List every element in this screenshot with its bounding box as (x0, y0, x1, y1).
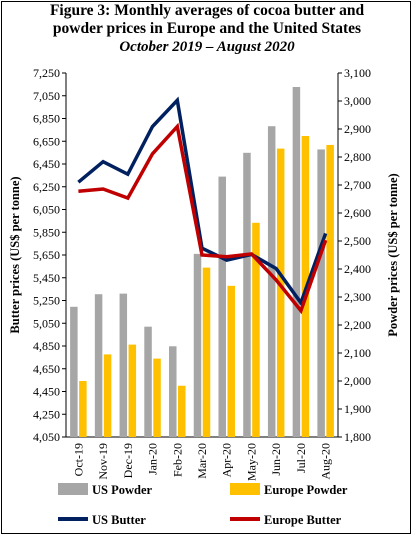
right-tick-label: 2,200 (344, 318, 371, 332)
legend-swatch-us-powder (58, 483, 88, 495)
left-tick-label: 6,450 (33, 157, 60, 171)
x-tick-label: Aug-20 (319, 443, 333, 480)
right-tick-label: 3,100 (344, 66, 371, 80)
x-tick-label: Mar-20 (195, 443, 209, 479)
right-tick-label: 2,600 (344, 206, 371, 220)
legend-swatch-europe-powder (230, 483, 260, 495)
chart-title-block: Figure 3: Monthly averages of cocoa butt… (0, 2, 414, 56)
left-tick-label: 6,050 (33, 203, 60, 217)
bar-europe-powder (79, 381, 87, 437)
x-tick-label: Jun-20 (269, 443, 283, 476)
line-us-butter (77, 96, 328, 307)
legend-label-us-butter: US Butter (92, 513, 146, 527)
left-tick-label: 4,250 (33, 407, 60, 421)
bar-europe-powder (178, 385, 186, 437)
left-tick-label: 5,850 (33, 225, 60, 239)
x-tick-label: Apr-20 (220, 443, 234, 477)
left-tick-label: 4,450 (33, 385, 60, 399)
bar-europe-powder (128, 344, 137, 437)
chart-subtitle: October 2019 – August 2020 (119, 39, 295, 55)
right-tick-label: 2,500 (344, 234, 371, 248)
left-tick-label: 6,850 (33, 112, 60, 126)
bar-europe-powder (326, 144, 334, 437)
right-tick-label: 2,900 (344, 122, 371, 136)
right-tick-label: 2,400 (344, 262, 371, 276)
right-tick-label: 3,000 (344, 94, 371, 108)
left-axis-title: Butter prices (US$ per tonne) (8, 176, 22, 333)
bar-us-powder (119, 293, 128, 437)
left-tick-label: 4,050 (33, 430, 60, 444)
bar-europe-powder (276, 148, 285, 437)
left-tick-label: 6,650 (33, 134, 60, 148)
legend-label-europe-powder: Europe Powder (264, 483, 348, 497)
bar-us-powder (317, 149, 325, 437)
bar-us-powder (70, 306, 78, 437)
legend-label-us-powder: US Powder (92, 483, 153, 497)
x-tick-label: Dec-19 (121, 443, 135, 478)
right-tick-label: 2,800 (344, 150, 371, 164)
chart-title-line-2: powder prices in Europe and the United S… (52, 20, 362, 37)
x-tick-label: Feb-20 (170, 443, 184, 477)
bar-us-powder (169, 346, 177, 437)
bar-us-powder (267, 126, 276, 437)
bar-us-powder (292, 87, 301, 437)
right-tick-label: 1,900 (344, 402, 371, 416)
right-tick-label: 2,700 (344, 178, 371, 192)
left-tick-label: 5,050 (33, 316, 60, 330)
right-tick-label: 1,800 (344, 430, 371, 444)
bar-us-powder (144, 326, 152, 437)
left-tick-label: 5,250 (33, 294, 60, 308)
x-tick-label: May-20 (244, 443, 258, 481)
left-tick-label: 6,250 (33, 180, 60, 194)
left-tick-label: 5,650 (33, 248, 60, 262)
x-tick-label: Nov-19 (96, 443, 110, 480)
x-tick-label: Jul-20 (294, 443, 308, 473)
bar-us-powder (243, 152, 251, 438)
bar-us-powder (193, 253, 202, 437)
bar-europe-powder (252, 222, 260, 437)
legend-label-europe-butter: Europe Butter (264, 513, 342, 527)
chart-title-line-1: Figure 3: Monthly averages of cocoa butt… (49, 2, 365, 19)
bar-europe-powder (202, 267, 211, 437)
right-tick-label: 2,100 (344, 346, 371, 360)
bar-europe-powder (103, 354, 112, 437)
left-tick-label: 7,050 (33, 89, 60, 103)
left-tick-label: 4,650 (33, 362, 60, 376)
bar-europe-powder (153, 358, 161, 437)
bar-us-powder (94, 294, 103, 437)
left-tick-label: 4,850 (33, 339, 60, 353)
x-tick-label: Oct-19 (71, 443, 85, 476)
right-axis-title: Powder prices (US$ per tonne) (386, 173, 400, 336)
line-europe-butter (78, 122, 328, 315)
bar-us-powder (218, 176, 226, 437)
right-tick-label: 2,300 (344, 290, 371, 304)
left-tick-label: 7,250 (33, 66, 60, 80)
right-tick-label: 2,000 (344, 374, 371, 388)
left-tick-label: 5,450 (33, 271, 60, 285)
x-tick-label: Jan-20 (146, 443, 160, 475)
bar-europe-powder (227, 285, 235, 437)
